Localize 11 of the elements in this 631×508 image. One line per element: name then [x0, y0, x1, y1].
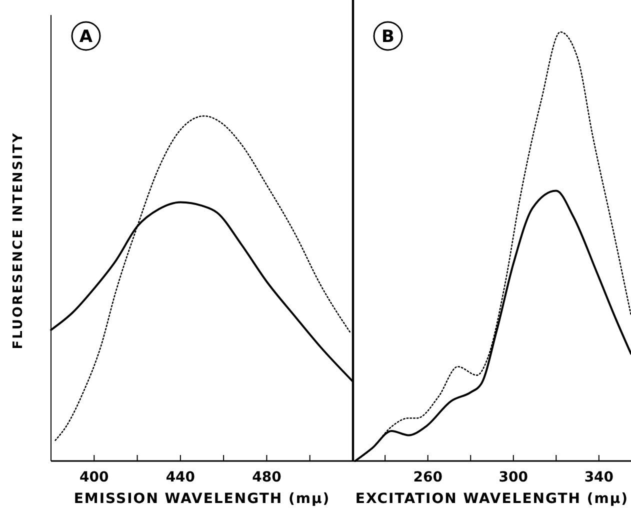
- x-axis-title: EMISSION WAVELENGTH (mμ): [74, 491, 330, 507]
- y-axis-title: FLUORESENCE INTENSITY: [11, 132, 26, 350]
- x-tick-label: 400: [80, 470, 110, 486]
- x-tick-label: 300: [498, 470, 528, 486]
- text: A: [79, 27, 94, 48]
- x-tick-label: 260: [413, 470, 443, 486]
- x-tick-label: 480: [252, 470, 282, 486]
- annotation: B: [382, 27, 394, 48]
- x-tick-label: 440: [166, 470, 196, 486]
- x-axis-title: EXCITATION WAVELENGTH (mμ): [355, 491, 629, 507]
- x-tick-label: 340: [584, 470, 614, 486]
